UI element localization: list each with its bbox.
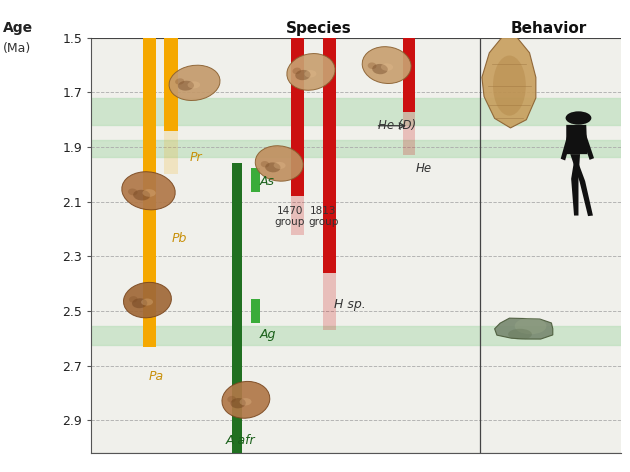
Ellipse shape: [239, 398, 251, 405]
Text: A afr: A afr: [226, 434, 255, 447]
Ellipse shape: [222, 381, 270, 418]
Bar: [251, 168, 260, 192]
Ellipse shape: [142, 189, 156, 197]
Text: Pa: Pa: [149, 370, 164, 383]
Ellipse shape: [231, 398, 246, 408]
Bar: [164, 131, 178, 174]
Bar: [232, 163, 242, 453]
Text: H sp.: H sp.: [334, 298, 365, 311]
Text: 1470
group: 1470 group: [275, 206, 305, 228]
Text: Species: Species: [286, 21, 352, 36]
Ellipse shape: [368, 62, 377, 69]
Ellipse shape: [287, 54, 335, 90]
Ellipse shape: [255, 146, 303, 181]
Ellipse shape: [265, 162, 280, 172]
Ellipse shape: [304, 70, 316, 77]
Ellipse shape: [123, 282, 171, 318]
Ellipse shape: [362, 47, 411, 84]
Polygon shape: [561, 127, 574, 160]
Ellipse shape: [132, 298, 147, 308]
Polygon shape: [570, 154, 593, 216]
Bar: [91, 98, 621, 125]
Ellipse shape: [381, 63, 393, 71]
Bar: [91, 140, 621, 157]
Ellipse shape: [141, 298, 153, 305]
Ellipse shape: [273, 162, 285, 169]
Ellipse shape: [493, 56, 526, 116]
Ellipse shape: [169, 65, 220, 101]
Bar: [323, 273, 336, 330]
Text: Ag: Ag: [260, 328, 276, 341]
Ellipse shape: [122, 172, 175, 210]
Text: 1813
group: 1813 group: [308, 206, 338, 228]
Text: Pb: Pb: [172, 232, 187, 245]
Ellipse shape: [261, 161, 269, 168]
Polygon shape: [571, 154, 580, 216]
Text: Age: Age: [3, 21, 33, 35]
Ellipse shape: [129, 296, 137, 303]
Bar: [292, 196, 304, 235]
Text: As: As: [260, 175, 275, 188]
Bar: [403, 111, 415, 155]
Text: He (D): He (D): [377, 119, 416, 132]
Ellipse shape: [178, 81, 194, 91]
Polygon shape: [566, 125, 587, 154]
Polygon shape: [579, 127, 594, 160]
Ellipse shape: [175, 78, 184, 84]
Polygon shape: [495, 318, 553, 339]
Ellipse shape: [292, 67, 301, 74]
Circle shape: [566, 111, 592, 125]
Bar: [403, 38, 415, 111]
Ellipse shape: [133, 190, 150, 201]
Text: (Ma): (Ma): [3, 42, 32, 56]
Ellipse shape: [188, 81, 200, 88]
Bar: [251, 299, 260, 323]
Polygon shape: [482, 28, 536, 128]
Text: Pr: Pr: [189, 152, 202, 165]
Ellipse shape: [372, 64, 388, 74]
Bar: [292, 38, 304, 196]
Ellipse shape: [295, 70, 311, 80]
Ellipse shape: [227, 396, 236, 403]
Ellipse shape: [515, 318, 546, 334]
Bar: [323, 38, 336, 273]
Ellipse shape: [128, 188, 137, 195]
Bar: [91, 326, 621, 345]
Text: He: He: [415, 162, 432, 176]
Text: Behavior: Behavior: [511, 21, 587, 36]
Ellipse shape: [508, 329, 532, 340]
Bar: [164, 38, 178, 131]
Bar: [142, 38, 156, 346]
